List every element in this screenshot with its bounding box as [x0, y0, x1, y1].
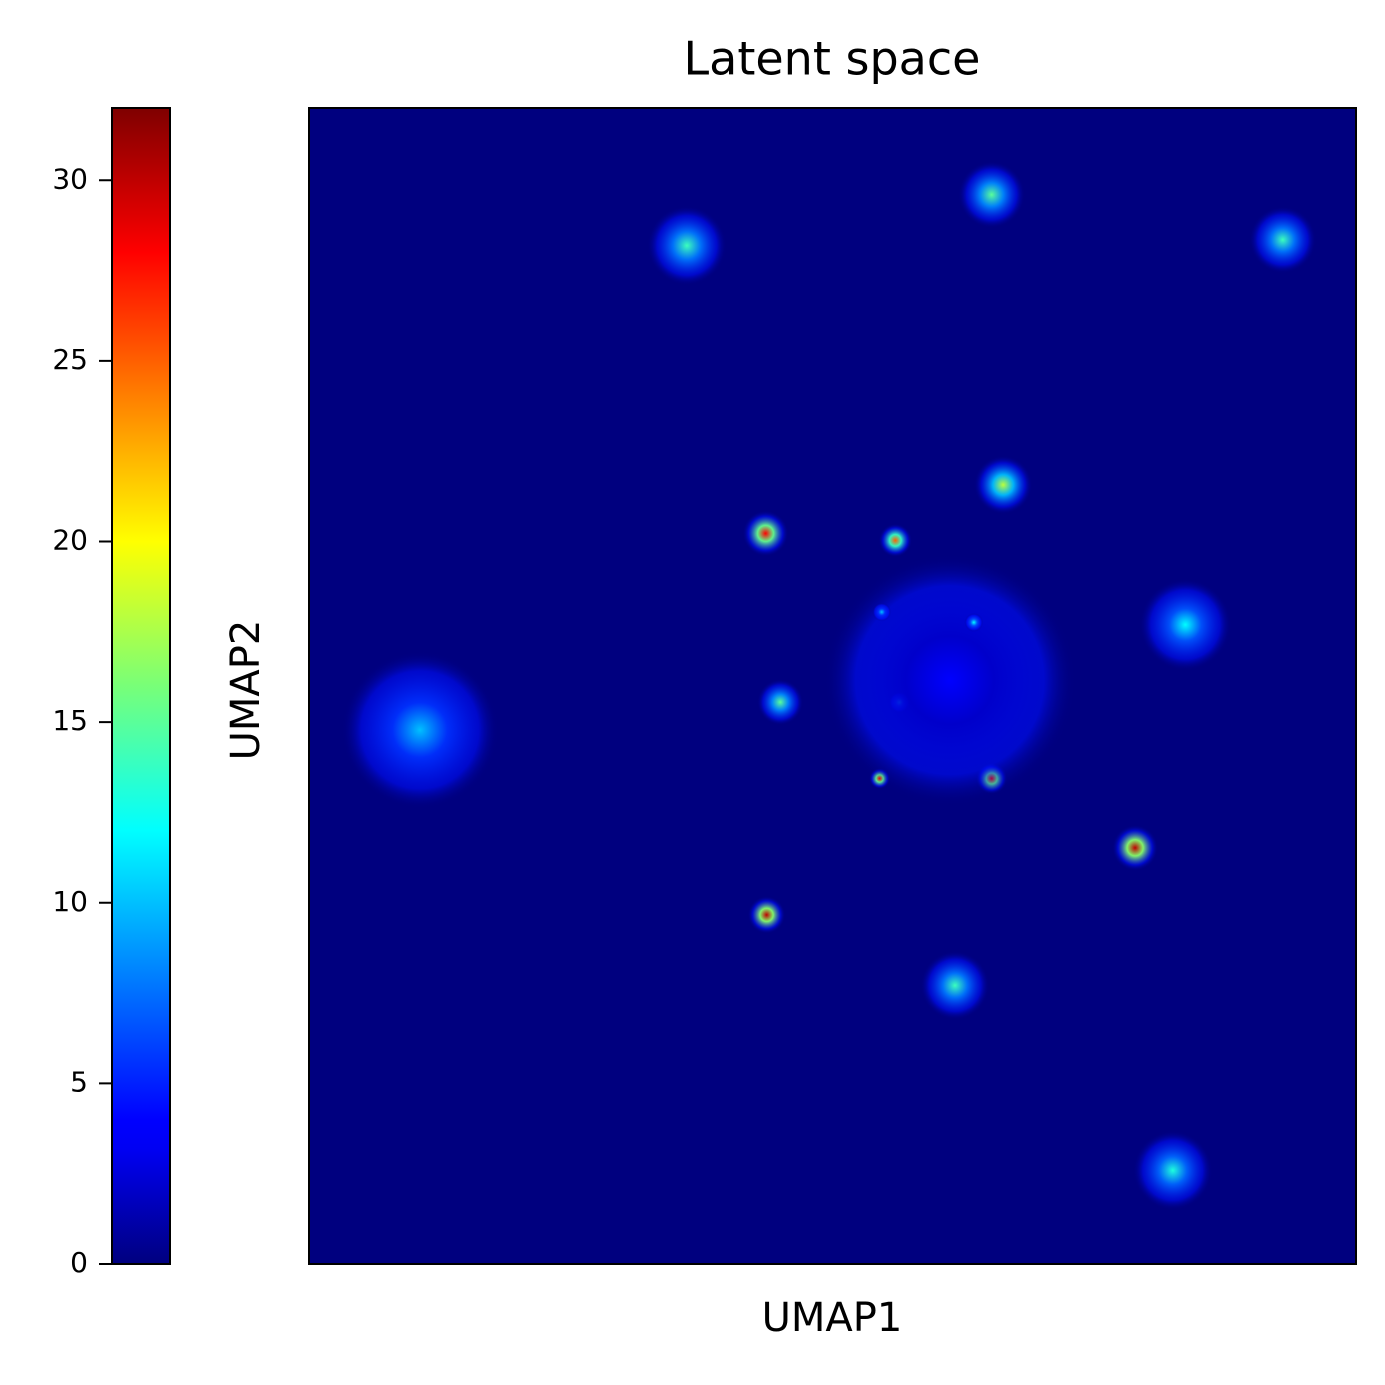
plot-frame — [308, 107, 1357, 1265]
colorbar — [111, 107, 171, 1265]
colorbar-tick-label: 30 — [52, 162, 88, 195]
density-cluster — [1112, 824, 1159, 871]
colorbar-tick-label: 25 — [52, 343, 88, 376]
heatmap — [341, 161, 1317, 1211]
density-cluster — [878, 523, 913, 558]
density-cluster — [757, 679, 804, 726]
x-axis-label: UMAP1 — [762, 1295, 903, 1341]
density-cluster — [1249, 206, 1317, 274]
density-cluster — [1132, 1130, 1213, 1211]
y-axis-label: UMAP2 — [223, 620, 269, 761]
colorbar-tick-label: 15 — [52, 704, 88, 737]
density-cluster — [742, 510, 789, 557]
density-cluster — [964, 612, 984, 632]
density-cluster — [824, 554, 1076, 806]
colorbar-tick-label: 5 — [70, 1065, 88, 1098]
colorbar-tick-label: 20 — [52, 524, 88, 557]
colorbar-tick-label: 0 — [70, 1246, 88, 1279]
chart-title: Latent space — [684, 32, 981, 86]
colorbar-tick-label: 10 — [52, 885, 88, 918]
density-cluster — [973, 455, 1033, 515]
density-cluster — [920, 950, 990, 1020]
density-cluster — [872, 602, 892, 622]
density-cluster — [958, 161, 1026, 229]
colorbar-ticks: 0 5 10 15 20 25 30 — [52, 162, 112, 1279]
density-cluster — [747, 896, 786, 934]
density-cluster — [647, 205, 727, 286]
density-cluster — [1139, 578, 1232, 671]
density-cluster — [341, 651, 499, 809]
